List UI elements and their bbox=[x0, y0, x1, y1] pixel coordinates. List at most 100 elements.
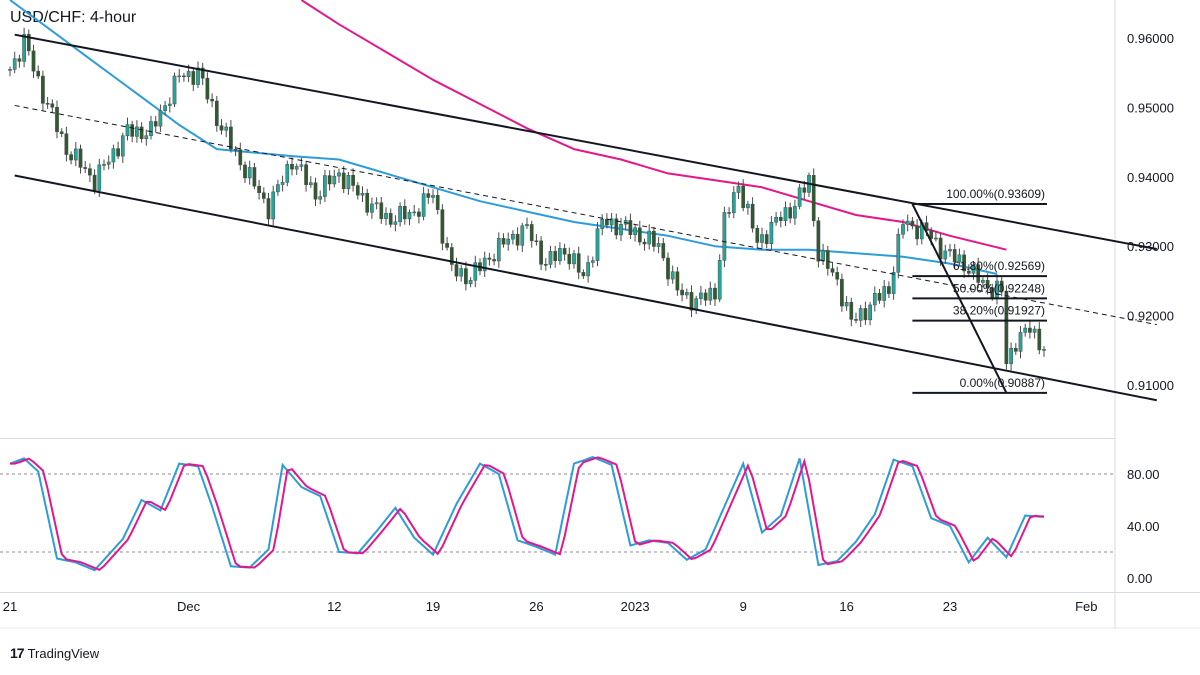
candle-body bbox=[313, 182, 318, 200]
candle-body bbox=[464, 268, 468, 285]
candle-body bbox=[398, 206, 402, 223]
candle-body bbox=[402, 206, 407, 220]
candle-body bbox=[285, 164, 290, 183]
moving-average-fast bbox=[9, 0, 998, 275]
candle-body bbox=[670, 271, 675, 280]
candle-body bbox=[294, 166, 299, 170]
candle-body bbox=[501, 238, 506, 245]
candle-body bbox=[83, 167, 88, 169]
candle-body bbox=[666, 257, 670, 280]
candle-body bbox=[760, 234, 764, 243]
candle-body bbox=[872, 292, 877, 306]
price-axis-tick: 0.96000 bbox=[1127, 31, 1174, 46]
candle-body bbox=[1009, 348, 1013, 365]
candle-body bbox=[26, 34, 31, 52]
candle-body bbox=[261, 192, 266, 199]
candle-body bbox=[120, 135, 125, 157]
candle-body bbox=[191, 71, 196, 85]
stoch-axis-tick: 40.00 bbox=[1127, 519, 1160, 534]
candle-body bbox=[938, 237, 943, 260]
candle-body bbox=[948, 249, 952, 252]
candle-body bbox=[271, 191, 276, 220]
candle-body bbox=[868, 304, 872, 321]
candle-body bbox=[590, 260, 595, 263]
candle-body bbox=[435, 195, 440, 210]
candle-body bbox=[50, 103, 55, 108]
candle-body bbox=[689, 292, 694, 311]
candle-body bbox=[647, 230, 652, 245]
stoch-k-line bbox=[9, 456, 1045, 572]
candle-body bbox=[144, 135, 149, 140]
moving-average-slow bbox=[300, 0, 1007, 251]
candle-body bbox=[595, 228, 600, 261]
candle-body bbox=[1023, 327, 1028, 333]
candle-body bbox=[1018, 332, 1023, 352]
candle-body bbox=[102, 164, 106, 166]
candle-body bbox=[73, 148, 78, 161]
candle-body bbox=[468, 280, 473, 285]
candle-body bbox=[92, 174, 97, 191]
candle-body bbox=[934, 237, 938, 240]
time-axis-tick: 23 bbox=[943, 599, 957, 614]
candle-body bbox=[379, 202, 384, 219]
candle-body bbox=[642, 241, 647, 245]
candle-body bbox=[844, 302, 849, 307]
candle-body bbox=[1013, 348, 1018, 352]
candle-body bbox=[55, 106, 59, 132]
candle-body bbox=[45, 103, 50, 105]
candle-body bbox=[224, 126, 229, 131]
candle-body bbox=[266, 198, 271, 220]
candle-body bbox=[887, 286, 891, 294]
candle-body bbox=[299, 164, 304, 167]
candle-body bbox=[219, 125, 224, 131]
candle-body bbox=[675, 271, 680, 291]
candle-body bbox=[59, 131, 64, 134]
candle-body bbox=[196, 67, 200, 85]
candle-body bbox=[985, 279, 990, 288]
candle-body bbox=[177, 75, 182, 78]
candle-body bbox=[741, 185, 746, 209]
candle-body bbox=[863, 308, 868, 321]
candle-body bbox=[600, 218, 605, 229]
candle-body bbox=[172, 75, 177, 105]
candle-body bbox=[445, 243, 449, 248]
candle-body bbox=[746, 203, 750, 209]
candle-body bbox=[1032, 328, 1037, 333]
candle-body bbox=[426, 193, 431, 198]
candle-body bbox=[581, 272, 586, 277]
candle-body bbox=[981, 279, 985, 283]
candle-body bbox=[214, 100, 219, 126]
candle-body bbox=[440, 209, 445, 244]
candle-body bbox=[520, 225, 525, 246]
stoch-d-line bbox=[10, 456, 1045, 571]
candle-body bbox=[116, 148, 120, 157]
candle-body bbox=[149, 121, 153, 136]
candle-body bbox=[891, 272, 896, 294]
candle-body bbox=[393, 221, 398, 225]
candle-body bbox=[952, 249, 957, 263]
candle-body bbox=[449, 247, 454, 265]
time-axis-tick: 16 bbox=[839, 599, 853, 614]
candle-body bbox=[308, 182, 313, 186]
stoch-axis-tick: 0.00 bbox=[1127, 571, 1152, 586]
candle-body bbox=[703, 292, 708, 301]
candle-body bbox=[764, 234, 769, 244]
candle-body bbox=[966, 270, 971, 274]
price-axis-tick: 0.93000 bbox=[1127, 239, 1174, 254]
chart-title: USD/CHF: 4-hour bbox=[10, 9, 137, 26]
tradingview-brand[interactable]: 17 TradingView bbox=[10, 645, 99, 661]
candle-body bbox=[525, 224, 529, 227]
candle-body bbox=[158, 110, 163, 127]
time-axis-tick: 21 bbox=[3, 599, 17, 614]
candle-body bbox=[849, 302, 854, 320]
candle-body bbox=[567, 253, 572, 265]
fib-level-label: 100.00%(0.93609) bbox=[946, 187, 1045, 201]
candle-body bbox=[511, 233, 515, 240]
candle-body bbox=[539, 240, 543, 265]
candle-body bbox=[854, 319, 858, 321]
candle-body bbox=[459, 268, 464, 277]
candle-body bbox=[8, 69, 12, 71]
channel-mid-line bbox=[14, 104, 1157, 326]
candle-body bbox=[619, 224, 623, 236]
